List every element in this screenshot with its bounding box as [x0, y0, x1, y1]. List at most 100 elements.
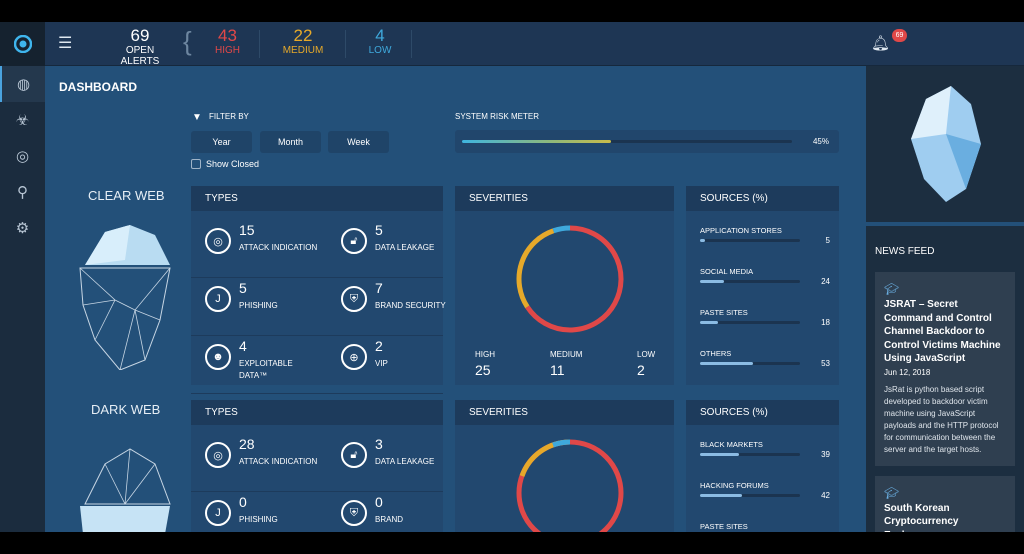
app: ◍ ☣ ◎ ⚲ ⚙ ☰ 69 OPEN ALERTS { 43 HIGH 22 MED… — [0, 22, 1024, 532]
type-count: 0 — [239, 494, 247, 510]
clear-web-title: CLEAR WEB — [88, 188, 165, 203]
medium-alerts-count[interactable]: 22 MEDIUM — [277, 26, 329, 56]
severity-donut — [516, 225, 624, 333]
donut-slice-medium — [516, 228, 555, 309]
sidebar: ◍ ☣ ◎ ⚲ ⚙ — [0, 22, 45, 532]
source-item: APPLICATION STORES 5 — [700, 226, 830, 245]
news-item[interactable]: 🎓︎ JSRAT – Secret Command and Control Ch… — [875, 272, 1015, 466]
page-title: DASHBOARD — [59, 80, 137, 94]
divider — [191, 393, 443, 394]
dark-web-severities-panel: SEVERITIES — [455, 400, 674, 532]
open-alerts-count[interactable]: 69 OPEN ALERTS — [107, 26, 173, 67]
filter-week-button[interactable]: Week — [328, 131, 389, 153]
type-item[interactable]: ◎ 28 ATTACK INDICATION — [191, 432, 317, 490]
target-icon: ◎ — [205, 442, 231, 468]
sidebar-item-search[interactable]: ⚲ — [0, 174, 45, 210]
risk-meter: 45% — [455, 130, 839, 153]
logo-icon — [13, 35, 32, 53]
source-bar — [700, 321, 800, 324]
type-count: 28 — [239, 436, 255, 452]
donut-slice-high — [525, 225, 624, 333]
graduation-cap-icon: 🎓︎ — [884, 282, 900, 296]
iceberg-dark-image — [80, 448, 171, 532]
open-alerts-label: OPEN ALERTS — [120, 45, 160, 67]
type-item[interactable]: ⛨ 7 BRAND SECURITY — [327, 276, 452, 334]
news-title[interactable]: South Korean Cryptocurrency Exchange — [884, 502, 959, 533]
type-count: 3 — [375, 436, 383, 452]
medium-number: 22 — [293, 26, 313, 45]
source-bar-fill — [700, 453, 739, 456]
open-alerts-number: 69 — [130, 26, 150, 45]
sev-high-value: 25 — [475, 362, 491, 378]
filter-year-button[interactable]: Year — [191, 131, 252, 153]
panel-header: TYPES — [191, 186, 443, 211]
filter-icon: ▼ — [192, 112, 202, 123]
divider — [191, 491, 443, 492]
vip-icon: ⊕ — [341, 344, 367, 370]
sev-medium-label: MEDIUM — [550, 350, 583, 359]
divider — [345, 30, 346, 58]
hook-icon: J — [205, 500, 231, 526]
type-item[interactable]: ⛨ 0 BRAND — [327, 490, 452, 532]
type-item[interactable]: ⊕ 2 VIP — [327, 334, 452, 392]
low-number: 4 — [375, 26, 385, 45]
unlock-icon: 🔓︎ — [341, 442, 367, 468]
high-alerts-count[interactable]: 43 HIGH — [205, 26, 250, 56]
type-label: DATA LEAKAGE — [375, 457, 435, 466]
type-count: 4 — [239, 338, 247, 354]
type-label: ATTACK INDICATION — [239, 243, 318, 252]
iceberg-card — [866, 66, 1024, 222]
bell-icon[interactable]: 🔔︎ — [871, 35, 889, 52]
dark-web-title: DARK WEB — [91, 402, 161, 417]
sev-low-label: LOW — [637, 350, 656, 359]
hook-icon: J — [205, 286, 231, 312]
filter-month-button[interactable]: Month — [260, 131, 321, 153]
source-label: HACKING FORUMS — [700, 481, 769, 490]
high-number: 43 — [218, 26, 237, 45]
iceberg-image — [911, 86, 981, 202]
sidebar-item-biohazard[interactable]: ☣ — [0, 102, 45, 138]
risk-meter-label: SYSTEM RISK METER — [455, 112, 540, 121]
panel-header: SOURCES (%) — [686, 400, 839, 425]
type-label: BRAND — [375, 515, 404, 524]
source-bar-fill — [700, 494, 742, 497]
source-bar-fill — [700, 280, 724, 283]
sidebar-item-settings[interactable]: ⚙ — [0, 210, 45, 246]
menu-toggle-icon[interactable]: ☰ — [58, 35, 73, 52]
news-item[interactable]: 🎓︎ South Korean Cryptocurrency Exchange — [875, 475, 1015, 533]
risk-meter-track — [462, 140, 792, 143]
source-item: SOCIAL MEDIA 24 — [700, 267, 830, 286]
panel-header: SEVERITIES — [455, 186, 674, 211]
source-value: 53 — [821, 359, 830, 368]
sidebar-item-fingerprint[interactable]: ◍ — [0, 66, 45, 102]
clear-web-types-panel: TYPES ◎ 15 ATTACK INDICATION 🔓︎ 5 DATA L… — [191, 186, 446, 394]
type-item[interactable]: ◎ 15 ATTACK INDICATION — [191, 218, 318, 276]
type-count: 2 — [375, 338, 383, 354]
unlock-icon: 🔓︎ — [341, 228, 367, 254]
news-date: Jun 12, 2018 — [884, 367, 931, 377]
type-item[interactable]: ☻ 4 EXPLOITABLE DATA™ — [191, 334, 316, 392]
medium-label: MEDIUM — [282, 45, 324, 56]
source-label: SOCIAL MEDIA — [700, 267, 754, 276]
type-label: DATA LEAKAGE — [375, 243, 435, 252]
risk-meter-fill — [462, 140, 611, 143]
source-item: BLACK MARKETS 39 — [700, 440, 830, 459]
type-item[interactable]: J 5 PHISHING — [191, 276, 316, 334]
source-value: 42 — [821, 491, 830, 500]
type-item[interactable]: 🔓︎ 5 DATA LEAKAGE — [327, 218, 452, 276]
logo[interactable] — [0, 22, 45, 66]
sidebar-item-radar[interactable]: ◎ — [0, 138, 45, 174]
source-item: HACKING FORUMS 42 — [700, 481, 830, 500]
divider — [191, 335, 443, 336]
clear-web-severities-panel: SEVERITIES HIGH 25 MEDIUM 11 LOW 2 — [455, 186, 674, 385]
low-alerts-count[interactable]: 4 LOW — [365, 26, 395, 56]
source-item: OTHERS 53 — [700, 349, 830, 368]
type-item[interactable]: J 0 PHISHING — [191, 490, 316, 532]
panel-header: SOURCES (%) — [686, 186, 839, 211]
filter-label: FILTER BY — [209, 112, 249, 121]
settings-icon: ⚙ — [15, 220, 30, 237]
show-closed-checkbox[interactable] — [191, 159, 201, 169]
source-bar — [700, 362, 800, 365]
type-item[interactable]: 🔓︎ 3 DATA LEAKAGE — [327, 432, 452, 490]
news-title[interactable]: JSRAT – Secret Command and Control Chann… — [884, 299, 1001, 364]
